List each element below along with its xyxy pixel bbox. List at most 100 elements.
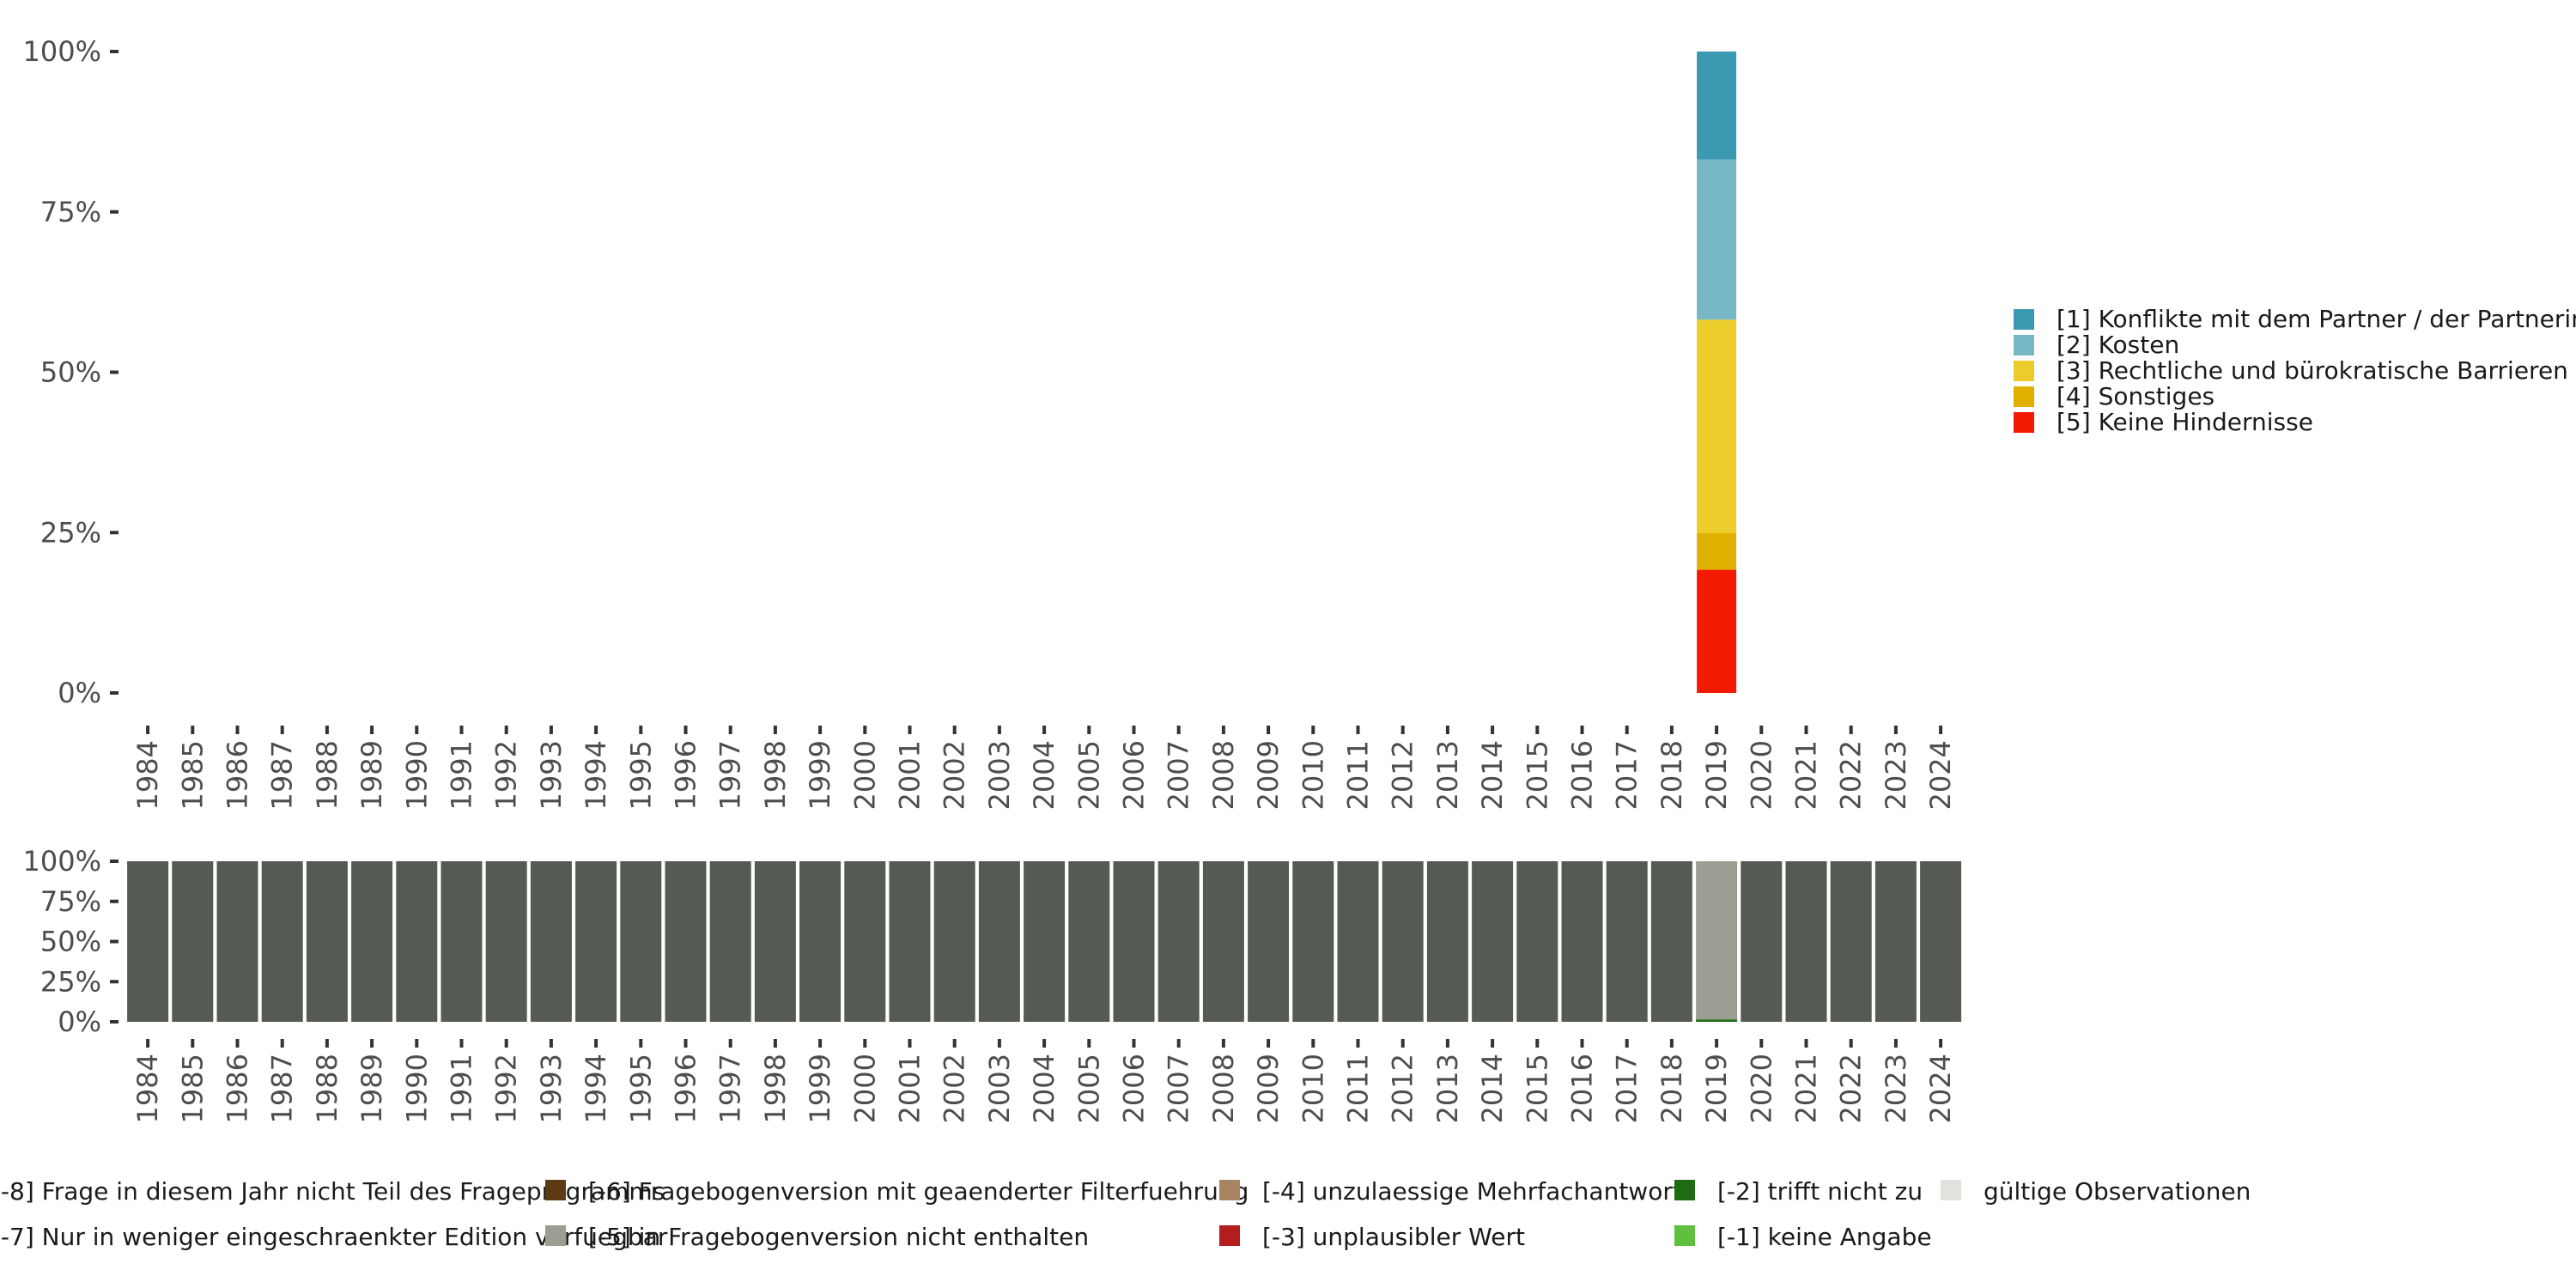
x-tick-label: 1984 (131, 740, 164, 810)
legend-label: [3] Rechtliche und bürokratische Barrier… (2057, 356, 2568, 385)
x-tick-label: 1994 (580, 740, 612, 810)
y-tick-label: 25% (40, 516, 101, 549)
bar-segment (575, 861, 617, 1022)
y-tick-label: 25% (40, 965, 101, 998)
x-tick-label: 2019 (1700, 740, 1733, 810)
x-tick-label: 1997 (714, 740, 747, 810)
x-tick-label: 2005 (1072, 1054, 1105, 1123)
legend-swatch (545, 1180, 566, 1200)
y-tick-label: 75% (40, 196, 101, 228)
x-tick-label: 2007 (1163, 1054, 1195, 1123)
bar-segment (216, 861, 258, 1022)
bar-segment (1741, 861, 1783, 1022)
x-tick-label: 1996 (670, 740, 702, 810)
bar-segment (1874, 861, 1917, 1022)
x-tick-label: 1999 (804, 740, 836, 810)
x-tick-label: 2008 (1207, 1054, 1240, 1123)
bar-segment (1697, 569, 1737, 693)
legend-swatch (1674, 1180, 1695, 1200)
x-tick-label: 2000 (848, 1054, 881, 1123)
x-tick-label: 2008 (1207, 740, 1240, 810)
x-tick-label: 2020 (1745, 1054, 1777, 1123)
x-tick-label: 2018 (1656, 1054, 1688, 1123)
x-tick-label: 2024 (1924, 740, 1957, 810)
x-tick-label: 2001 (894, 740, 927, 810)
x-tick-label: 2011 (1342, 1054, 1375, 1123)
x-tick-label: 1992 (490, 1054, 523, 1123)
y-tick-label: 50% (40, 356, 101, 389)
x-tick-label: 2011 (1342, 740, 1375, 810)
x-tick-label: 2022 (1835, 1054, 1868, 1123)
legend-swatch (545, 1225, 566, 1246)
x-tick-label: 1991 (446, 1054, 478, 1123)
x-tick-label: 1984 (131, 1054, 164, 1123)
bar-segment (1697, 532, 1737, 570)
bar-segment (1696, 861, 1738, 1020)
x-tick-label: 1995 (624, 1054, 657, 1123)
x-tick-label: 1986 (222, 740, 254, 810)
bar-segment (889, 861, 931, 1022)
x-tick-label: 2010 (1297, 1054, 1329, 1123)
x-tick-label: 2010 (1297, 740, 1329, 810)
bar-segment (978, 861, 1020, 1022)
x-tick-label: 2007 (1163, 740, 1195, 810)
bar-segment (709, 861, 751, 1022)
x-tick-label: 2018 (1656, 740, 1688, 810)
x-tick-label: 2001 (894, 1054, 927, 1123)
legend-label: [-6] Fragebogenversion mit geaenderter F… (588, 1177, 1249, 1206)
bar-segment (172, 861, 214, 1022)
x-tick-label: 1987 (266, 1054, 299, 1123)
bar-segment (665, 861, 707, 1022)
legend-swatch (2014, 335, 2034, 355)
x-tick-label: 1985 (176, 740, 209, 810)
x-tick-label: 2012 (1387, 740, 1419, 810)
x-tick-label: 2015 (1521, 1054, 1553, 1123)
x-tick-label: 2009 (1252, 1054, 1285, 1123)
x-tick-label: 2016 (1566, 740, 1599, 810)
bar-segment (1561, 861, 1603, 1022)
bar-segment (351, 861, 393, 1022)
bar-segment (1337, 861, 1379, 1022)
bar-segment (1472, 861, 1514, 1022)
x-tick-label: 2021 (1790, 740, 1823, 810)
bar-segment (485, 861, 527, 1022)
x-tick-label: 2021 (1790, 1054, 1823, 1123)
bar-segment (396, 861, 438, 1022)
legend-swatch (2014, 309, 2034, 330)
legend-swatch (2014, 386, 2034, 407)
x-tick-label: 2006 (1118, 1054, 1151, 1123)
x-tick-label: 2002 (939, 1054, 971, 1123)
legend-label: [2] Kosten (2057, 331, 2179, 359)
top-legend: [1] Konflikte mit dem Partner / der Part… (2014, 305, 2576, 436)
x-tick-label: 1999 (804, 1054, 836, 1123)
bar-segment (1024, 861, 1066, 1022)
bottom-legend: [-8] Frage in diesem Jahr nicht Teil des… (0, 1177, 2251, 1251)
x-tick-label: 1988 (311, 1054, 343, 1123)
x-tick-label: 2006 (1118, 740, 1151, 810)
x-tick-label: 2014 (1476, 1054, 1509, 1123)
legend-label: gültige Observationen (1984, 1177, 2251, 1206)
x-tick-label: 1990 (400, 1054, 433, 1123)
bar-segment (1426, 861, 1468, 1022)
x-tick-label: 1985 (176, 1054, 209, 1123)
bar-segment (306, 861, 348, 1022)
x-tick-label: 2009 (1252, 740, 1285, 810)
bar-segment (1516, 861, 1558, 1022)
bar-segment (1248, 861, 1290, 1022)
legend-swatch (1219, 1180, 1240, 1200)
legend-label: [4] Sonstiges (2057, 382, 2215, 410)
bar-segment (440, 861, 483, 1022)
x-tick-label: 2005 (1072, 740, 1105, 810)
x-tick-label: 2024 (1924, 1054, 1957, 1123)
x-tick-label: 1995 (624, 740, 657, 810)
legend-label: [-3] unplausibler Wert (1262, 1223, 1525, 1251)
legend-label: [5] Keine Hindernisse (2057, 408, 2313, 436)
x-tick-label: 2013 (1431, 740, 1464, 810)
legend-swatch (1941, 1180, 1961, 1200)
legend-swatch (1674, 1225, 1695, 1246)
x-tick-label: 2004 (1028, 1054, 1060, 1123)
y-tick-label: 100% (23, 35, 101, 68)
x-tick-label: 2004 (1028, 740, 1060, 810)
bar-segment (127, 861, 169, 1022)
